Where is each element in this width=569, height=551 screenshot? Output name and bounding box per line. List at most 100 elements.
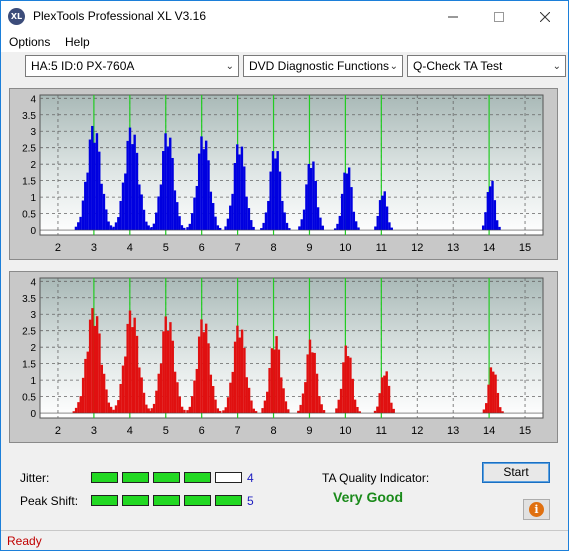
histogram-bar (487, 384, 490, 414)
gauge-segment (122, 472, 149, 483)
land-histogram-chart: 0 0.5 1 1.5 2 2.5 3 3.5 4 2 3 4 5 6 7 8 9 10 11 12 13 14 15 (22, 94, 544, 254)
x-tick-label: 3 (91, 242, 97, 254)
y-tick-label: 3.5 (22, 111, 36, 122)
histogram-bar (150, 227, 153, 231)
histogram-bar (335, 408, 338, 414)
histogram-bar (309, 167, 313, 231)
menu-help[interactable]: Help (65, 35, 90, 49)
histogram-bar (186, 227, 189, 231)
y-tick-label: 2 (30, 343, 36, 354)
histogram-bar (224, 226, 227, 231)
drive-select[interactable]: HA:5 ID:0 PX-760A ⌄ (25, 55, 239, 77)
histogram-bar (383, 375, 386, 414)
histogram-bar (492, 371, 495, 414)
x-tick-label: 4 (127, 425, 133, 437)
drive-select-value: HA:5 ID:0 PX-760A (31, 59, 135, 73)
histogram-bar (180, 225, 184, 231)
histogram-bar (88, 319, 92, 414)
histogram-bar (72, 411, 75, 414)
histogram-bar (358, 411, 361, 414)
histogram-bar (157, 373, 160, 414)
histogram-bar (159, 184, 163, 231)
histogram-bar (209, 191, 213, 231)
histogram-bar (91, 125, 94, 231)
histogram-bar (306, 354, 309, 414)
histogram-bar (288, 228, 291, 231)
histogram-bar (349, 357, 352, 414)
histogram-bar (486, 192, 490, 231)
gauge-segment (91, 495, 118, 506)
x-tick-label: 12 (411, 425, 423, 437)
histogram-bar (102, 373, 106, 414)
start-button[interactable]: Start (482, 462, 550, 483)
menu-bar: Options Help (1, 32, 568, 52)
x-tick-label: 5 (163, 242, 169, 254)
peak-shift-gauge (91, 495, 242, 506)
histogram-bar (166, 330, 170, 414)
y-tick-label: 0.5 (22, 393, 36, 404)
histogram-bar (238, 154, 241, 231)
histogram-bar (105, 209, 108, 231)
histogram-bar (233, 163, 237, 231)
y-tick-label: 1.5 (22, 177, 36, 188)
histogram-bar (100, 183, 103, 231)
x-tick-label: 6 (199, 242, 205, 254)
histogram-bar (200, 319, 203, 414)
histogram-bar (378, 393, 381, 414)
x-tick-label: 4 (127, 242, 133, 254)
histogram-bar (280, 377, 283, 414)
histogram-bar (109, 225, 113, 231)
histogram-bar (385, 371, 388, 414)
histogram-bar (142, 209, 146, 231)
gauge-segment (153, 472, 180, 483)
histogram-bar (390, 227, 393, 231)
histogram-bar (383, 191, 386, 231)
close-button[interactable] (522, 1, 568, 32)
histogram-bar (81, 200, 85, 231)
x-tick-label: 2 (55, 425, 61, 437)
histogram-bar (224, 407, 227, 414)
histogram-bar (107, 402, 111, 414)
ta-quality-label: TA Quality Indicator: (322, 471, 430, 485)
histogram-bar (233, 341, 237, 414)
jitter-label: Jitter: (20, 471, 50, 485)
maximize-button[interactable] (476, 1, 522, 32)
histogram-bar (74, 226, 78, 231)
test-select[interactable]: Q-Check TA Test ⌄ (407, 55, 566, 77)
y-tick-label: 2.5 (22, 144, 36, 155)
function-select[interactable]: DVD Diagnostic Functions ⌄ (243, 55, 403, 77)
histogram-bar (304, 382, 307, 414)
histogram-bar (489, 367, 493, 414)
info-button[interactable]: i (523, 499, 550, 520)
histogram-bar (245, 377, 248, 414)
histogram-bar (311, 352, 314, 414)
histogram-bar (114, 222, 118, 231)
y-tick-label: 0 (30, 409, 36, 420)
histogram-bar (202, 332, 206, 414)
histogram-bar (274, 158, 277, 231)
histogram-bar (119, 200, 122, 231)
histogram-bar (316, 207, 320, 231)
histogram-bar (314, 180, 317, 231)
histogram-bar (320, 404, 323, 414)
histogram-bar (126, 140, 129, 231)
histogram-bar (381, 195, 384, 231)
land-chart-panel: 0 0.5 1 1.5 2 2.5 3 3.5 4 2 3 4 5 6 7 8 9 10 11 12 13 14 15 (9, 88, 558, 260)
chevron-down-icon: ⌄ (389, 61, 398, 72)
y-tick-label: 4 (30, 94, 36, 105)
minimize-button[interactable] (430, 1, 476, 32)
histogram-bar (266, 391, 269, 414)
histogram-bar (308, 339, 312, 414)
histogram-bar (193, 380, 196, 414)
histogram-bar (79, 396, 82, 414)
histogram-bar (240, 329, 244, 414)
gauge-segment (91, 472, 118, 483)
histogram-bar (126, 323, 129, 414)
histogram-bar (485, 403, 488, 414)
status-bar: Ready (1, 530, 568, 550)
histogram-bar (494, 374, 497, 414)
histogram-bar (171, 340, 174, 414)
histogram-bar (150, 408, 153, 414)
x-tick-label: 8 (270, 242, 276, 254)
menu-options[interactable]: Options (9, 35, 51, 49)
